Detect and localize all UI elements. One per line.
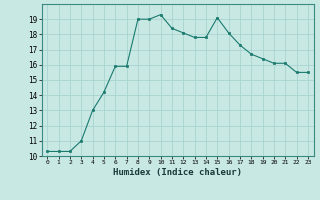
X-axis label: Humidex (Indice chaleur): Humidex (Indice chaleur) [113,168,242,177]
